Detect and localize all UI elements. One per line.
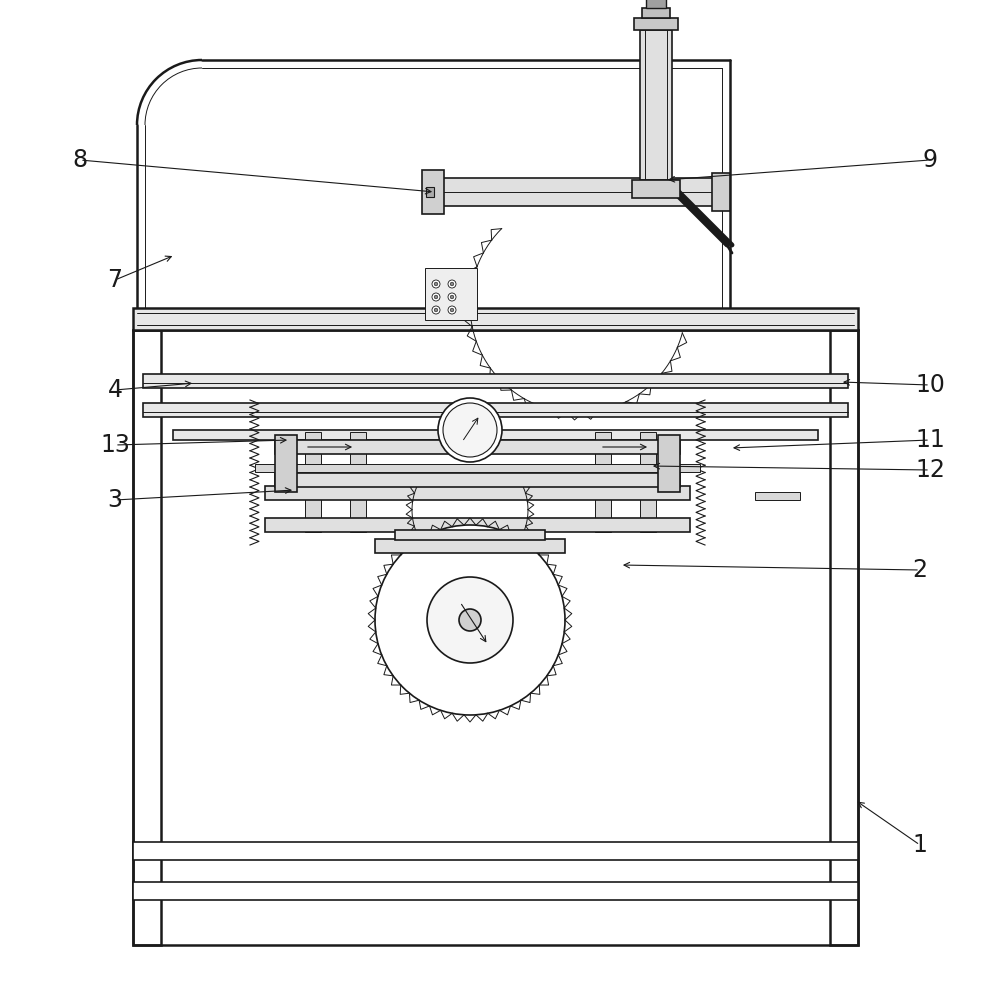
Bar [143,374,848,388]
Bar [133,308,858,330]
Circle shape [448,306,456,314]
Circle shape [434,295,438,299]
Bar [275,473,680,487]
Text: 11: 11 [915,428,945,452]
Circle shape [448,280,456,288]
Bar [430,178,720,206]
Bar [595,432,611,532]
Bar [133,882,858,900]
Text: 3: 3 [107,488,122,512]
Text: 1: 1 [913,833,928,857]
Bar [133,842,858,860]
Bar [275,440,680,454]
Bar [422,170,444,214]
Circle shape [451,282,454,286]
Circle shape [432,293,440,301]
Bar [658,435,680,492]
Bar [426,187,434,197]
Text: 2: 2 [912,558,928,582]
Bar [143,403,848,417]
Bar [640,30,672,180]
Bar [375,539,565,553]
Circle shape [448,293,456,301]
Bar [642,8,670,18]
Text: 12: 12 [915,458,945,482]
Circle shape [434,282,438,286]
Text: 8: 8 [72,148,88,172]
Text: 10: 10 [915,373,945,397]
Bar [830,330,858,945]
Circle shape [432,280,440,288]
Bar [265,486,690,500]
Text: 7: 7 [107,268,122,292]
Bar [350,432,366,532]
Bar [425,268,477,320]
Circle shape [432,306,440,314]
Bar [395,530,545,540]
Circle shape [427,577,513,663]
Bar [640,432,656,532]
Text: 4: 4 [107,378,122,402]
Bar [133,330,858,945]
Text: 13: 13 [100,433,130,457]
Circle shape [434,308,438,312]
Circle shape [451,308,454,312]
Bar [755,492,800,500]
Bar [173,430,818,440]
Bar [632,180,680,198]
Bar [133,330,161,945]
Bar [712,173,730,211]
Bar [305,432,321,532]
Text: 9: 9 [923,148,938,172]
Circle shape [459,609,481,631]
Bar [634,18,678,30]
Circle shape [443,403,497,457]
Circle shape [451,295,454,299]
Bar [255,464,700,472]
Bar [646,0,666,8]
Circle shape [438,398,502,462]
Bar [265,518,690,532]
Bar [275,435,297,492]
Circle shape [375,525,565,715]
